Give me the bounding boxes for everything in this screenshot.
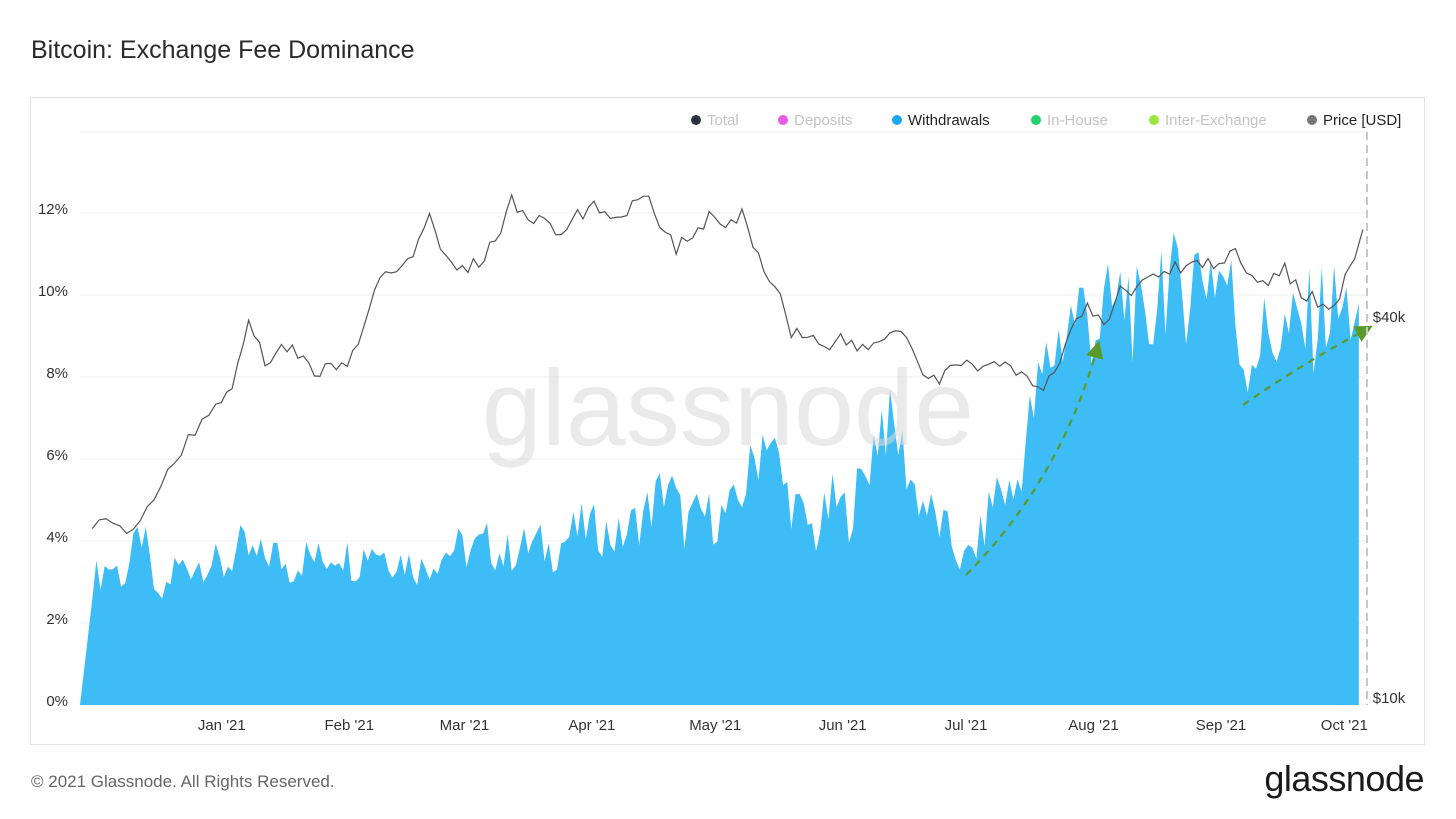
legend-item-inter-exchange[interactable]: Inter-Exchange [1149,112,1267,129]
watermark: glassnode [482,347,974,468]
legend-label: Inter-Exchange [1165,112,1267,129]
x-tick-label: Jul '21 [945,717,988,734]
price-line [91,193,1364,535]
legend-label: Withdrawals [908,112,990,129]
legend: Total Deposits Withdrawals In-House Inter-Ex… [691,112,1401,129]
y-tick-label: 4% [46,529,68,546]
price-line-layer [91,193,1364,535]
y-axis-left-ticks: 0% 2% 4% 6% 8% 10% 12% [38,201,68,710]
legend-dot-icon [778,115,788,125]
chart-panel [30,97,1425,745]
annotation-arrows [965,325,1373,576]
chart-title: Bitcoin: Exchange Fee Dominance [31,36,415,64]
y-tick-label: 6% [46,447,68,464]
legend-item-withdrawals[interactable]: Withdrawals [892,112,990,129]
y-right-tick-label: $10k [1373,690,1406,707]
legend-item-total[interactable]: Total [691,112,739,129]
legend-dot-icon [1149,115,1159,125]
x-tick-label: May '21 [689,717,741,734]
x-tick-label: Oct '21 [1321,717,1368,734]
legend-dot-icon [1031,115,1041,125]
x-tick-label: Apr '21 [568,717,615,734]
y-tick-label: 2% [46,611,68,628]
y-tick-label: 10% [38,283,68,300]
glassnode-logo[interactable]: glassnode [1264,758,1424,799]
y-right-tick-label: $40k [1373,309,1406,326]
growth-arrow-2 [1242,325,1373,406]
withdrawals-area-layer [80,232,1359,705]
x-tick-label: Sep '21 [1196,717,1246,734]
legend-dot-icon [691,115,701,125]
legend-label: Deposits [794,112,852,129]
legend-item-price-usd[interactable]: Price [USD] [1307,112,1401,129]
copyright-footer: © 2021 Glassnode. All Rights Reserved. [31,772,335,791]
y-tick-label: 8% [46,365,68,382]
legend-dot-icon [1307,115,1317,125]
y-axis-right-ticks: $10k $40k [1373,309,1406,707]
x-axis-ticks: Jan '21 Feb '21 Mar '21 Apr '21 May '21 Jun '… [198,717,1368,734]
withdrawals-area [80,232,1359,705]
legend-label: In-House [1047,112,1108,129]
legend-dot-icon [892,115,902,125]
legend-item-in-house[interactable]: In-House [1031,112,1108,129]
y-tick-label: 0% [46,693,68,710]
legend-item-deposits[interactable]: Deposits [778,112,852,129]
legend-label: Total [707,112,739,129]
x-tick-label: Jan '21 [198,717,246,734]
growth-arrow-1 [965,340,1104,576]
x-tick-label: Mar '21 [440,717,490,734]
x-tick-label: Aug '21 [1068,717,1118,734]
legend-label: Price [USD] [1323,112,1401,129]
x-tick-label: Jun '21 [819,717,867,734]
y-tick-label: 12% [38,201,68,218]
x-tick-label: Feb '21 [324,717,374,734]
